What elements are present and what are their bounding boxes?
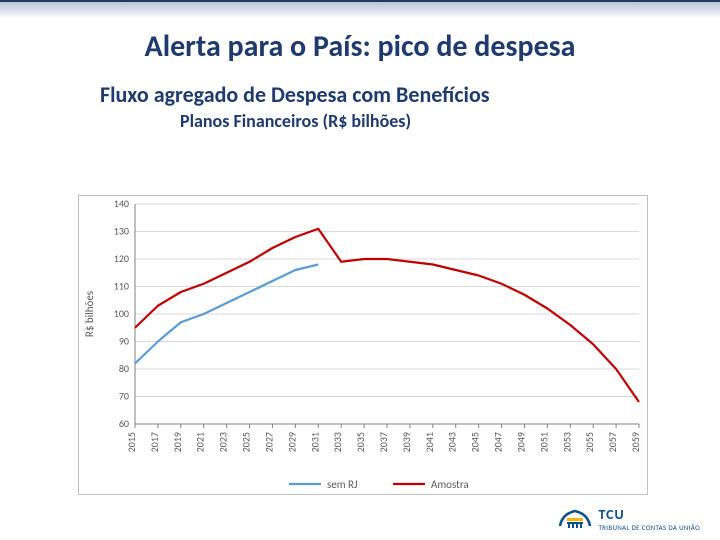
svg-text:2053: 2053 — [560, 432, 573, 452]
line-chart: 60 70 80 90 100 110 120 130 140 2015 2017 2019 2021 2… — [78, 195, 648, 495]
tcu-logo-icon — [558, 508, 592, 530]
slide-sub-subtitle: Planos Financeiros (R$ bilhões) — [180, 110, 720, 132]
svg-text:2049: 2049 — [514, 432, 527, 452]
svg-text:2051: 2051 — [537, 432, 550, 452]
svg-text:140: 140 — [114, 197, 129, 210]
svg-text:70: 70 — [119, 390, 129, 403]
svg-text:60: 60 — [119, 417, 129, 430]
svg-text:2055: 2055 — [583, 432, 596, 452]
svg-text:2043: 2043 — [446, 432, 459, 452]
svg-text:100: 100 — [114, 307, 129, 320]
svg-text:2031: 2031 — [308, 432, 321, 452]
svg-text:2039: 2039 — [400, 432, 413, 452]
svg-text:2025: 2025 — [240, 432, 253, 452]
logo-text-tcu: TCU — [598, 506, 700, 523]
svg-text:2015: 2015 — [125, 432, 138, 452]
svg-text:2047: 2047 — [492, 432, 505, 452]
logo-text-tribunal: TRIBUNAL DE CONTAS DA UNIÃO — [598, 523, 700, 532]
svg-text:2057: 2057 — [606, 432, 619, 452]
svg-text:2027: 2027 — [262, 432, 275, 452]
svg-text:2029: 2029 — [285, 432, 298, 452]
slide-subtitle: Fluxo agregado de Despesa com Benefícios — [100, 81, 720, 108]
svg-text:80: 80 — [119, 362, 129, 375]
svg-text:2033: 2033 — [331, 432, 344, 452]
svg-text:90: 90 — [119, 335, 129, 348]
svg-text:2059: 2059 — [629, 432, 642, 452]
svg-text:2019: 2019 — [171, 432, 184, 452]
chart-svg: 60 70 80 90 100 110 120 130 140 2015 2017 2019 2021 2… — [79, 196, 649, 496]
svg-text:Amostra: Amostra — [431, 478, 469, 491]
svg-text:R$ bilhões: R$ bilhões — [83, 291, 96, 337]
svg-text:2021: 2021 — [194, 432, 207, 452]
svg-text:130: 130 — [114, 225, 129, 238]
svg-text:120: 120 — [114, 252, 129, 265]
svg-text:2035: 2035 — [354, 432, 367, 452]
svg-text:sem RJ: sem RJ — [327, 478, 358, 491]
svg-text:2017: 2017 — [148, 432, 161, 452]
svg-text:2023: 2023 — [217, 432, 230, 452]
svg-text:2041: 2041 — [423, 432, 436, 452]
svg-text:110: 110 — [114, 280, 129, 293]
slide-title: Alerta para o País: pico de despesa — [0, 28, 720, 65]
footer-logo: TCU TRIBUNAL DE CONTAS DA UNIÃO — [558, 506, 700, 532]
header-band — [0, 0, 720, 18]
svg-text:2037: 2037 — [377, 432, 390, 452]
svg-text:2045: 2045 — [469, 432, 482, 452]
